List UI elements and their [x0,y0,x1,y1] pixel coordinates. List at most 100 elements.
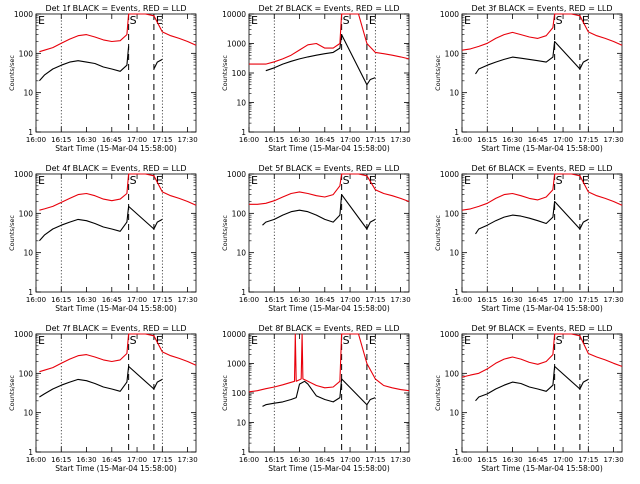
x-tick-label: 17:30 [177,456,197,464]
plot-frame [35,13,197,133]
panel-2: Det 2f BLACK = Events, RED = LLD 1 10 100 10… [221,4,411,153]
y-tick-label: 1 [454,288,459,297]
plot-frame [248,333,410,453]
x-tick-label: 17:00 [553,296,573,304]
panel-6: Det 6f BLACK = Events, RED = LLD 1 10 100 10… [434,164,624,313]
y-tick-label: 10 [236,419,246,428]
end-marker-label-left: E [38,334,45,347]
x-tick-label: 17:30 [603,136,623,144]
y-tick-label: 100 [232,389,247,398]
x-tick-label: 17:30 [390,456,410,464]
x-axis-label: Start Time (15-Mar-04 15:58:00) [481,464,603,473]
panel-1: Det 1f BLACK = Events, RED = LLD 1 10 100 10… [8,4,198,153]
end-marker-label: E [156,334,163,347]
x-tick-label: 16:30 [502,456,522,464]
start-marker-label: S [130,14,137,27]
y-tick-label: 1000 [440,330,459,339]
x-tick-label: 17:00 [340,296,360,304]
x-tick-label: 16:45 [528,136,548,144]
y-tick-label: 100 [445,369,460,378]
y-tick-label: 1000 [14,330,33,339]
x-tick-label: 16:30 [76,136,96,144]
end-marker-label-left: E [464,174,471,187]
x-axis-label: Start Time (15-Mar-04 15:58:00) [55,464,177,473]
x-tick-label: 17:00 [340,456,360,464]
x-tick-label: 17:30 [177,296,197,304]
x-tick-label: 16:45 [102,136,122,144]
x-tick-label: 17:15 [152,456,172,464]
series-line-lld [248,333,410,393]
y-axis-label: Counts/sec [221,375,229,411]
series-line-events [475,200,589,235]
y-tick-label: 1000 [227,360,246,369]
x-tick-label: 17:15 [578,136,598,144]
series-line-events [262,378,376,407]
y-tick-label: 1000 [227,170,246,179]
x-tick-label: 17:15 [578,296,598,304]
y-tick-label: 10 [23,409,33,418]
x-tick-label: 17:00 [553,456,573,464]
series-line-events [38,205,163,242]
x-tick-label: 17:15 [365,456,385,464]
x-tick-label: 17:00 [127,296,147,304]
panel-3: Det 3f BLACK = Events, RED = LLD 1 10 100 10… [434,4,624,153]
y-axis-label: Counts/sec [8,55,16,91]
panel-8: Det 8f BLACK = Events, RED = LLD 1 10 100 10… [221,324,411,473]
y-tick-label: 1 [241,288,246,297]
x-tick-label: 16:00 [239,456,259,464]
y-tick-label: 1 [454,128,459,137]
series-line-lld [39,333,197,373]
panel-title: Det 9f BLACK = Events, RED = LLD [471,324,612,333]
y-axis-label: Counts/sec [221,215,229,251]
end-marker-label: E [582,334,589,347]
x-axis-label: Start Time (15-Mar-04 15:58:00) [55,144,177,153]
panel-9: Det 9f BLACK = Events, RED = LLD 1 10 100 10… [434,324,624,473]
plot-frame [35,173,197,293]
y-tick-label: 10 [236,99,246,108]
x-tick-label: 17:30 [390,296,410,304]
y-tick-label: 1 [28,128,33,137]
x-tick-label: 17:30 [603,456,623,464]
end-marker-label-left: E [464,14,471,27]
panel-title: Det 5f BLACK = Events, RED = LLD [258,164,399,173]
x-tick-label: 17:15 [152,296,172,304]
plot-frame [248,13,410,133]
x-tick-label: 16:15 [477,296,497,304]
y-tick-label: 10 [23,249,33,258]
series-line-events [475,40,589,75]
x-axis-label: Start Time (15-Mar-04 15:58:00) [481,144,603,153]
y-tick-label: 100 [19,49,34,58]
start-marker-label: S [556,174,563,187]
series-line-events [38,46,163,82]
end-marker-label: E [582,174,589,187]
x-tick-label: 17:30 [603,296,623,304]
x-axis-label: Start Time (15-Mar-04 15:58:00) [55,304,177,313]
series-line-events [475,365,589,402]
y-axis-label: Counts/sec [8,375,16,411]
end-marker-label-left: E [38,174,45,187]
y-tick-label: 100 [19,209,34,218]
panel-title: Det 6f BLACK = Events, RED = LLD [471,164,612,173]
series-line-lld [39,173,197,211]
x-tick-label: 16:00 [26,296,46,304]
end-marker-label-left: E [251,14,258,27]
x-tick-label: 16:45 [315,296,335,304]
start-marker-label: S [130,334,137,347]
series-line-lld [249,13,410,65]
plot-frame [248,173,410,293]
y-tick-label: 1 [241,448,246,457]
x-tick-label: 16:00 [452,136,472,144]
end-marker-label: E [369,174,376,187]
y-tick-label: 100 [232,69,247,78]
series-line-events [265,34,376,86]
end-marker-label-left: E [38,14,45,27]
series-line-lld [461,173,623,211]
y-axis-label: Counts/sec [434,375,442,411]
y-tick-label: 100 [232,209,247,218]
x-tick-label: 16:45 [528,456,548,464]
x-tick-label: 17:15 [365,136,385,144]
panel-5: Det 5f BLACK = Events, RED = LLD 1 10 100 10… [221,164,411,313]
y-axis-label: Counts/sec [434,215,442,251]
x-axis-label: Start Time (15-Mar-04 15:58:00) [481,304,603,313]
end-marker-label: E [582,14,589,27]
